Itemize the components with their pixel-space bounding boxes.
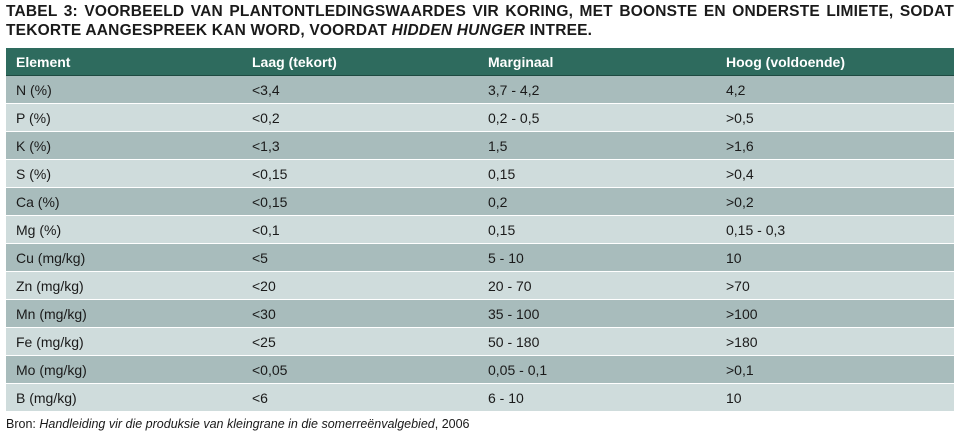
cell-element: P (%) xyxy=(6,103,242,132)
header-high: Hoog (voldoende) xyxy=(716,48,954,76)
cell-low: <0,15 xyxy=(242,159,478,188)
nutrient-table: Element Laag (tekort) Marginaal Hoog (vo… xyxy=(6,48,954,411)
table-row: B (mg/kg) <6 6 - 10 10 xyxy=(6,383,954,411)
cell-element: K (%) xyxy=(6,131,242,160)
cell-marginal: 35 - 100 xyxy=(478,299,716,328)
cell-element: Ca (%) xyxy=(6,187,242,216)
cell-element: Zn (mg/kg) xyxy=(6,271,242,300)
cell-marginal: 0,2 xyxy=(478,187,716,216)
table-row: Fe (mg/kg) <25 50 - 180 >180 xyxy=(6,327,954,356)
cell-marginal: 5 - 10 xyxy=(478,243,716,272)
cell-marginal: 0,15 xyxy=(478,159,716,188)
cell-marginal: 0,15 xyxy=(478,215,716,244)
cell-high: 4,2 xyxy=(716,75,954,104)
cell-low: <0,1 xyxy=(242,215,478,244)
table-row: Cu (mg/kg) <5 5 - 10 10 xyxy=(6,243,954,272)
table-row: S (%) <0,15 0,15 >0,4 xyxy=(6,159,954,188)
cell-low: <0,05 xyxy=(242,355,478,384)
table-row: Mn (mg/kg) <30 35 - 100 >100 xyxy=(6,299,954,328)
cell-marginal: 0,2 - 0,5 xyxy=(478,103,716,132)
table-row: K (%) <1,3 1,5 >1,6 xyxy=(6,131,954,160)
cell-high: >0,4 xyxy=(716,159,954,188)
cell-low: <20 xyxy=(242,271,478,300)
cell-low: <25 xyxy=(242,327,478,356)
source-year: , 2006 xyxy=(434,417,470,431)
cell-high: >70 xyxy=(716,271,954,300)
cell-marginal: 3,7 - 4,2 xyxy=(478,75,716,104)
cell-element: N (%) xyxy=(6,75,242,104)
cell-low: <0,15 xyxy=(242,187,478,216)
caption-suffix: intree. xyxy=(525,22,593,39)
cell-element: Mo (mg/kg) xyxy=(6,355,242,384)
cell-element: Cu (mg/kg) xyxy=(6,243,242,272)
table-row: Mg (%) <0,1 0,15 0,15 - 0,3 xyxy=(6,215,954,244)
source-title: Handleiding vir die produksie van kleing… xyxy=(39,417,435,431)
cell-element: S (%) xyxy=(6,159,242,188)
cell-marginal: 20 - 70 xyxy=(478,271,716,300)
cell-high: >100 xyxy=(716,299,954,328)
cell-high: 0,15 - 0,3 xyxy=(716,215,954,244)
cell-low: <0,2 xyxy=(242,103,478,132)
header-low: Laag (tekort) xyxy=(242,48,478,76)
cell-high: >1,6 xyxy=(716,131,954,160)
caption-emphasis: hidden hunger xyxy=(391,22,526,39)
cell-low: <5 xyxy=(242,243,478,272)
cell-high: >0,2 xyxy=(716,187,954,216)
cell-marginal: 50 - 180 xyxy=(478,327,716,356)
table-caption: Tabel 3: Voorbeeld van plantontledingswa… xyxy=(6,2,954,40)
table-row: P (%) <0,2 0,2 - 0,5 >0,5 xyxy=(6,103,954,132)
caption-prefix: Tabel 3: Voorbeeld van plantontledingswa… xyxy=(6,3,954,39)
source-label: Bron: xyxy=(6,417,40,431)
header-element: Element xyxy=(6,48,242,76)
table-row: N (%) <3,4 3,7 - 4,2 4,2 xyxy=(6,75,954,104)
cell-element: B (mg/kg) xyxy=(6,383,242,411)
cell-element: Fe (mg/kg) xyxy=(6,327,242,356)
cell-high: >0,5 xyxy=(716,103,954,132)
cell-marginal: 1,5 xyxy=(478,131,716,160)
table-row: Zn (mg/kg) <20 20 - 70 >70 xyxy=(6,271,954,300)
cell-low: <1,3 xyxy=(242,131,478,160)
cell-high: >0,1 xyxy=(716,355,954,384)
cell-element: Mg (%) xyxy=(6,215,242,244)
cell-high: 10 xyxy=(716,243,954,272)
cell-marginal: 0,05 - 0,1 xyxy=(478,355,716,384)
cell-low: <6 xyxy=(242,383,478,411)
cell-low: <30 xyxy=(242,299,478,328)
table-header-row: Element Laag (tekort) Marginaal Hoog (vo… xyxy=(6,48,954,76)
cell-low: <3,4 xyxy=(242,75,478,104)
cell-marginal: 6 - 10 xyxy=(478,383,716,411)
cell-element: Mn (mg/kg) xyxy=(6,299,242,328)
table-row: Ca (%) <0,15 0,2 >0,2 xyxy=(6,187,954,216)
cell-high: >180 xyxy=(716,327,954,356)
cell-high: 10 xyxy=(716,383,954,411)
header-marginal: Marginaal xyxy=(478,48,716,76)
source-note: Bron: Handleiding vir die produksie van … xyxy=(6,417,470,431)
table-row: Mo (mg/kg) <0,05 0,05 - 0,1 >0,1 xyxy=(6,355,954,384)
